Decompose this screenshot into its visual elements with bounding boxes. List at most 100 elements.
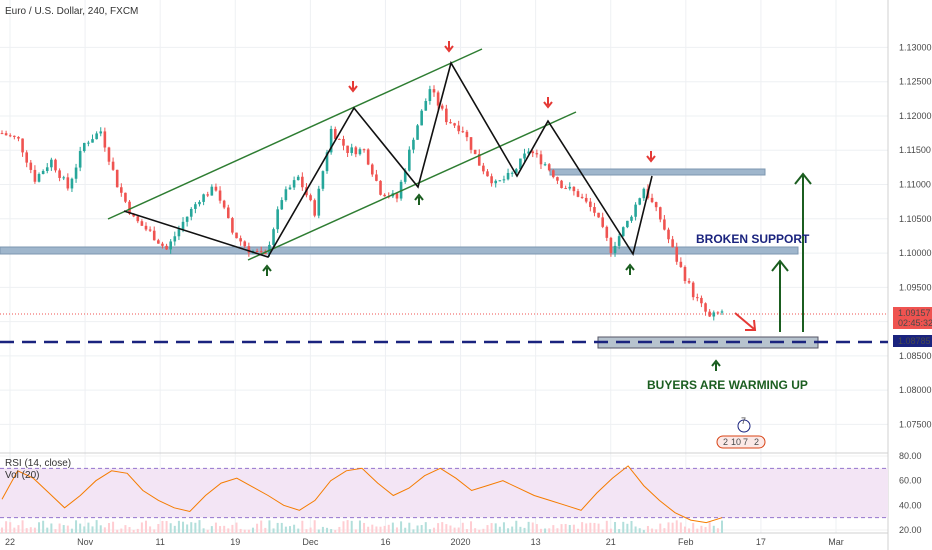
- candle-body: [523, 153, 526, 159]
- rsi-tick-label: 80.00: [899, 451, 922, 461]
- candle-body: [8, 135, 12, 137]
- candle-body: [432, 89, 436, 93]
- volume-bar: [75, 520, 78, 533]
- green-arrow-bottom-4: [711, 359, 721, 371]
- channel-lower-line[interactable]: [247, 111, 577, 261]
- volume-bar: [494, 523, 497, 533]
- candle-body: [527, 151, 530, 154]
- candle-body: [605, 226, 609, 238]
- candle-body: [506, 172, 510, 180]
- candle-body: [572, 186, 576, 192]
- price-tick-label: 1.09500: [899, 282, 932, 292]
- candle-body: [50, 159, 53, 168]
- candle-body: [13, 135, 16, 137]
- volume-bar: [260, 520, 263, 533]
- time-tick-label: Dec: [302, 537, 319, 547]
- volume-bar: [140, 522, 143, 533]
- volume-bar: [408, 522, 411, 533]
- candle-body: [621, 227, 625, 237]
- candle-body: [362, 149, 366, 151]
- volume-bar: [461, 522, 464, 533]
- candle-body: [173, 236, 177, 242]
- volume-bar: [70, 528, 73, 533]
- volume-bar: [219, 526, 222, 533]
- candle-body: [440, 105, 444, 109]
- candle-body: [239, 238, 242, 242]
- volume-bar: [231, 524, 234, 533]
- volume-bar: [264, 527, 267, 533]
- channel-upper-line[interactable]: [107, 48, 483, 220]
- volume-bar: [128, 527, 131, 533]
- broken-support-zone[interactable]: [0, 246, 799, 255]
- candle-body: [62, 177, 66, 179]
- candle-body: [33, 169, 37, 182]
- candle-body: [259, 251, 263, 253]
- candle-body: [358, 149, 362, 155]
- price-tick-label: 1.08500: [899, 351, 932, 361]
- candle-body: [420, 110, 423, 126]
- volume-bar: [120, 528, 123, 533]
- candle-body: [91, 139, 94, 143]
- volume-bar: [651, 528, 654, 533]
- candle-body: [350, 147, 354, 153]
- candle-body: [54, 159, 57, 171]
- candle-body: [226, 207, 230, 219]
- zigzag-pattern-line[interactable]: [123, 60, 653, 258]
- candle-body: [519, 158, 522, 170]
- volume-bar: [338, 526, 341, 533]
- candle-body: [66, 177, 70, 189]
- volume-bar: [334, 529, 337, 533]
- volume-bar: [124, 525, 127, 533]
- volume-bar: [445, 524, 448, 533]
- volume-bar: [424, 522, 427, 533]
- volume-bar: [428, 529, 431, 533]
- candle-body: [296, 176, 300, 181]
- candle-body: [25, 152, 28, 163]
- volume-bars: [1, 520, 723, 533]
- volume-bar: [194, 522, 197, 533]
- price-tick-label: 1.12000: [899, 111, 932, 121]
- time-tick-label: 13: [531, 537, 541, 547]
- volume-bar: [313, 520, 316, 533]
- candle-body: [128, 201, 131, 214]
- volume-bar: [9, 522, 12, 533]
- candle-body: [87, 142, 90, 144]
- red-arrow-top-2: [444, 41, 454, 53]
- time-tick-label: 17: [756, 537, 766, 547]
- candle-body: [601, 217, 604, 227]
- countdown-text: 02:45:32: [898, 318, 932, 328]
- candle-body: [120, 187, 123, 193]
- candle-body: [642, 188, 646, 199]
- green-arrow-bottom-2: [414, 193, 424, 205]
- volume-bar: [441, 522, 444, 533]
- candle-body: [58, 170, 61, 178]
- time-axis[interactable]: 22 Nov 11 19 Dec 16 2020 13 21 Feb 17 Mar: [5, 537, 844, 547]
- volume-bar: [638, 528, 641, 533]
- candle-body: [704, 303, 707, 312]
- volume-bar: [136, 528, 139, 533]
- volume-bar: [556, 528, 559, 533]
- candle-body: [329, 128, 333, 153]
- candle-body: [469, 137, 473, 150]
- volume-bar: [301, 520, 304, 533]
- volume-bar: [107, 523, 110, 533]
- candle-body: [140, 221, 144, 226]
- volume-bar: [342, 521, 345, 533]
- candle-body: [716, 312, 720, 314]
- event-badge-a: 2: [723, 437, 728, 447]
- volume-bar: [157, 523, 160, 533]
- candle-body: [449, 122, 452, 124]
- green-arrow-bottom-3: [625, 263, 635, 275]
- candle-body: [210, 186, 214, 196]
- volume-label: Vol (20): [5, 470, 39, 481]
- candle-body: [589, 201, 592, 208]
- resistance-zone[interactable]: [549, 168, 766, 176]
- event-badges[interactable]: 7 2 10 7 2: [716, 416, 766, 449]
- green-target-arrow-2: [794, 172, 812, 332]
- rsi-line: [1, 465, 723, 524]
- volume-bar: [358, 520, 361, 533]
- candle-body: [395, 193, 399, 199]
- candle-body: [502, 179, 506, 181]
- volume-bar: [700, 525, 703, 533]
